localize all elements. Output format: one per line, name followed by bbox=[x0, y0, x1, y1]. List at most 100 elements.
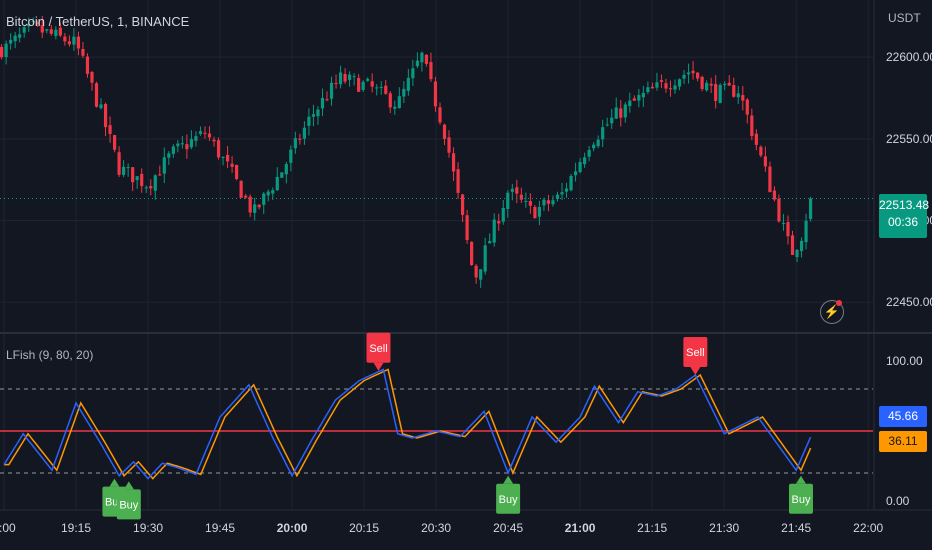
candle-body bbox=[99, 104, 103, 109]
candle-body bbox=[275, 176, 279, 191]
candle-body bbox=[695, 72, 700, 79]
candle-body bbox=[646, 87, 650, 92]
price-tick-label: 22550.00 bbox=[886, 132, 932, 146]
candle-body bbox=[727, 82, 731, 86]
candle-body bbox=[293, 138, 297, 149]
candle-body bbox=[393, 106, 397, 109]
candle-body bbox=[506, 192, 510, 209]
candle-body bbox=[379, 86, 383, 88]
candle-body bbox=[664, 83, 668, 89]
trigger-line bbox=[4, 368, 812, 480]
candle-body bbox=[781, 223, 786, 225]
candle-body bbox=[691, 70, 695, 74]
time-tick-label: 20:30 bbox=[421, 521, 451, 535]
candle-body bbox=[239, 180, 243, 198]
candle-body bbox=[442, 124, 447, 139]
candle-body bbox=[117, 152, 121, 175]
price-tick-label: 22600.00 bbox=[886, 50, 932, 64]
candle-body bbox=[76, 36, 81, 49]
candle-body bbox=[641, 92, 645, 98]
indicator-title[interactable]: LFish (9, 80, 20) bbox=[6, 348, 94, 362]
candle-body bbox=[284, 164, 288, 175]
candle-body bbox=[40, 25, 44, 33]
candle-body bbox=[225, 154, 230, 162]
candle-body bbox=[637, 95, 641, 101]
candle-body bbox=[334, 83, 338, 85]
candle-body bbox=[479, 269, 483, 280]
candle-body bbox=[763, 156, 767, 167]
candle-body bbox=[54, 29, 58, 36]
candle-body bbox=[546, 200, 551, 204]
candle-body bbox=[397, 96, 401, 109]
candle-body bbox=[171, 146, 175, 154]
candle-body bbox=[451, 153, 456, 172]
time-tick-label: 21:00 bbox=[565, 521, 596, 535]
candle-body bbox=[338, 72, 343, 85]
candle-body bbox=[158, 174, 162, 176]
candle-body bbox=[745, 99, 749, 115]
candle-body bbox=[668, 88, 673, 90]
candle-body bbox=[578, 161, 582, 173]
time-tick-label: 21:15 bbox=[637, 521, 667, 535]
candle-body bbox=[601, 127, 605, 140]
notification-dot bbox=[836, 300, 842, 306]
candle-body bbox=[583, 157, 587, 165]
indicator-axis[interactable]: 100.00 0.00 bbox=[886, 354, 923, 508]
candle-body bbox=[596, 139, 600, 147]
sell-marker bbox=[366, 332, 391, 363]
candle-body bbox=[555, 194, 560, 199]
last-price-value: 22513.48 bbox=[879, 198, 930, 212]
candle-body bbox=[804, 220, 808, 243]
candle-body bbox=[31, 21, 35, 23]
currency-label: USDT bbox=[888, 11, 921, 25]
candle-body bbox=[569, 175, 573, 191]
candle-body bbox=[108, 125, 112, 134]
candle-body bbox=[795, 249, 799, 257]
candle-body bbox=[189, 139, 194, 148]
candle-body bbox=[497, 221, 501, 224]
candle-body bbox=[103, 103, 108, 128]
candle-body bbox=[515, 187, 519, 194]
candle-body bbox=[786, 222, 790, 237]
candle-body bbox=[628, 100, 632, 107]
time-axis[interactable]: 9:00 19:15 19:30 19:45 20:00 20:15 20:30 20:45 2… bbox=[0, 521, 884, 535]
candle-body bbox=[460, 194, 465, 215]
candle-body bbox=[244, 195, 248, 198]
candle-body bbox=[564, 188, 569, 192]
candle-body bbox=[619, 108, 623, 118]
candle-body bbox=[72, 36, 76, 45]
candle-body bbox=[36, 22, 40, 25]
lightning-icon[interactable]: ⚡ bbox=[820, 300, 844, 324]
buy-marker-label: Buy bbox=[791, 494, 810, 506]
symbol-title[interactable]: Bitcoin / TetherUS, 1, BINANCE bbox=[6, 14, 190, 29]
buy-marker-label: Buy bbox=[119, 499, 138, 511]
candle-body bbox=[488, 241, 492, 244]
candle-body bbox=[81, 48, 85, 56]
candle-body bbox=[4, 43, 8, 58]
candle-body bbox=[714, 84, 718, 101]
candle-body bbox=[750, 115, 754, 137]
trigger-value-tag: 36.11 bbox=[879, 431, 927, 452]
time-tick-label: 20:45 bbox=[493, 521, 523, 535]
last-price-tag: 22513.48 00:36 bbox=[879, 194, 930, 238]
candle-body bbox=[673, 85, 677, 90]
candle-body bbox=[659, 80, 664, 82]
candle-body bbox=[384, 85, 388, 94]
candle-body bbox=[718, 84, 722, 103]
fish-value-tag: 45.66 bbox=[879, 406, 927, 427]
candle-body bbox=[686, 72, 691, 75]
candle-body bbox=[388, 93, 392, 108]
buy-marker bbox=[788, 483, 813, 514]
candle-body bbox=[406, 77, 410, 91]
sell-marker-label: Sell bbox=[686, 347, 704, 359]
buy-marker bbox=[496, 483, 521, 514]
buy-marker-pointer bbox=[795, 475, 806, 484]
candle-body bbox=[433, 81, 438, 107]
candle-body bbox=[768, 166, 772, 193]
sell-marker-label: Sell bbox=[369, 343, 387, 355]
candle-body bbox=[176, 143, 180, 147]
candle-body bbox=[759, 146, 763, 156]
